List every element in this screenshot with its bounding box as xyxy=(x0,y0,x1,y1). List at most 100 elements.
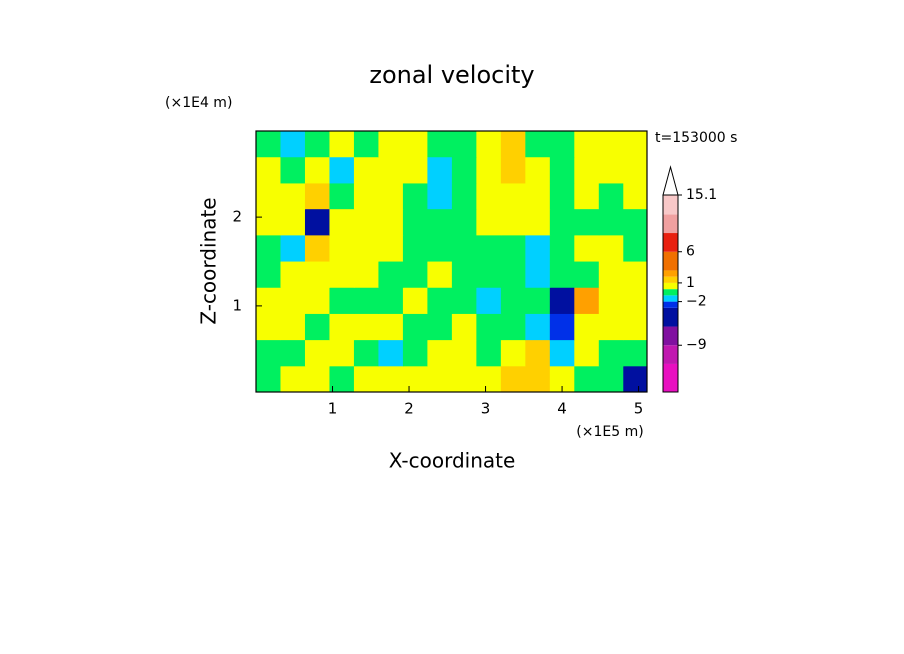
field-cell xyxy=(549,287,575,314)
field-cell xyxy=(427,287,453,314)
field-cell xyxy=(256,313,281,341)
field-cell xyxy=(329,339,355,367)
field-cell xyxy=(353,182,379,210)
field-cell xyxy=(378,182,404,210)
field-cell xyxy=(353,313,379,341)
field-cell xyxy=(378,287,404,314)
field-cell xyxy=(329,313,355,341)
field-cell xyxy=(451,131,477,158)
field-cell xyxy=(598,313,624,341)
field-cell xyxy=(280,234,306,262)
field-cell xyxy=(525,313,551,341)
field-cell xyxy=(329,287,355,314)
field-cell xyxy=(353,131,379,158)
field-cell xyxy=(353,156,379,184)
field-cell xyxy=(304,182,330,210)
field-cell xyxy=(549,234,575,262)
field-cell xyxy=(623,156,648,184)
field-cell xyxy=(574,131,600,158)
field-cell xyxy=(549,261,575,288)
field-cell xyxy=(500,234,526,262)
field-cell xyxy=(574,339,600,367)
field-cell xyxy=(304,208,330,236)
field-cell xyxy=(549,182,575,210)
x-unit: (×1E5 m) xyxy=(576,424,643,440)
field-cell xyxy=(280,182,306,210)
field-cell xyxy=(598,287,624,314)
field-cell xyxy=(574,156,600,184)
field-cell xyxy=(427,234,453,262)
colorbar-band xyxy=(663,363,678,392)
field-cell xyxy=(427,208,453,236)
field-cell xyxy=(574,287,600,314)
field-cell xyxy=(525,234,551,262)
y-tick-label: 2 xyxy=(232,208,242,226)
field-cell xyxy=(256,131,281,158)
y-tick-label: 1 xyxy=(232,296,242,314)
field-cell xyxy=(304,131,330,158)
colorbar-tick-label: −2 xyxy=(686,294,707,310)
x-axis-title: X-coordinate xyxy=(389,449,516,473)
colorbar-band xyxy=(663,295,678,302)
x-tick-label: 2 xyxy=(404,400,414,418)
field-cell xyxy=(304,339,330,367)
field-cell xyxy=(451,261,477,288)
field-cell xyxy=(427,365,453,393)
field-cell xyxy=(476,339,502,367)
x-tick-label: 3 xyxy=(481,400,491,418)
field-cell xyxy=(476,156,502,184)
field-cell xyxy=(402,365,428,393)
field-cell xyxy=(402,261,428,288)
field-cell xyxy=(476,365,502,393)
field-cell xyxy=(525,156,551,184)
field-cell xyxy=(574,365,600,393)
field-cell xyxy=(500,339,526,367)
field-cell xyxy=(427,313,453,341)
field-cell xyxy=(598,339,624,367)
field-cell xyxy=(256,234,281,262)
x-tick-label: 4 xyxy=(557,400,567,418)
colorbar-band xyxy=(663,301,678,308)
field-cell xyxy=(329,208,355,236)
field-cell xyxy=(353,208,379,236)
field-cell xyxy=(353,365,379,393)
field-cell xyxy=(378,365,404,393)
colorbar-band xyxy=(663,233,678,252)
field-cell xyxy=(402,339,428,367)
field-cell xyxy=(329,234,355,262)
field-cell xyxy=(280,313,306,341)
field-cell xyxy=(256,156,281,184)
field-cell xyxy=(500,313,526,341)
field-cell xyxy=(329,261,355,288)
field-cell xyxy=(476,208,502,236)
field-cell xyxy=(623,182,648,210)
colorbar-band xyxy=(663,270,678,277)
field-cell xyxy=(353,261,379,288)
field-cell xyxy=(304,365,330,393)
field-cell xyxy=(623,208,648,236)
colorbar-tick-label: 6 xyxy=(686,244,695,260)
x-tick-label: 5 xyxy=(634,400,644,418)
time-label: t=153000 s xyxy=(655,130,737,146)
field-cell xyxy=(402,182,428,210)
field-cell xyxy=(549,208,575,236)
field-cell xyxy=(427,261,453,288)
colorbar-tick-label: 1 xyxy=(686,275,695,291)
field-cell xyxy=(476,131,502,158)
field-cell xyxy=(378,261,404,288)
field-cell xyxy=(256,261,281,288)
field-cell xyxy=(476,182,502,210)
field-cell xyxy=(280,365,306,393)
field-cell xyxy=(451,287,477,314)
field-cell xyxy=(451,208,477,236)
field-cell xyxy=(525,287,551,314)
field-cell xyxy=(500,365,526,393)
field-cell xyxy=(280,131,306,158)
colorbar-band xyxy=(663,195,678,215)
field-cell xyxy=(525,182,551,210)
field-cell xyxy=(329,182,355,210)
field-cell xyxy=(280,287,306,314)
field-cell xyxy=(378,208,404,236)
field-cell xyxy=(353,287,379,314)
